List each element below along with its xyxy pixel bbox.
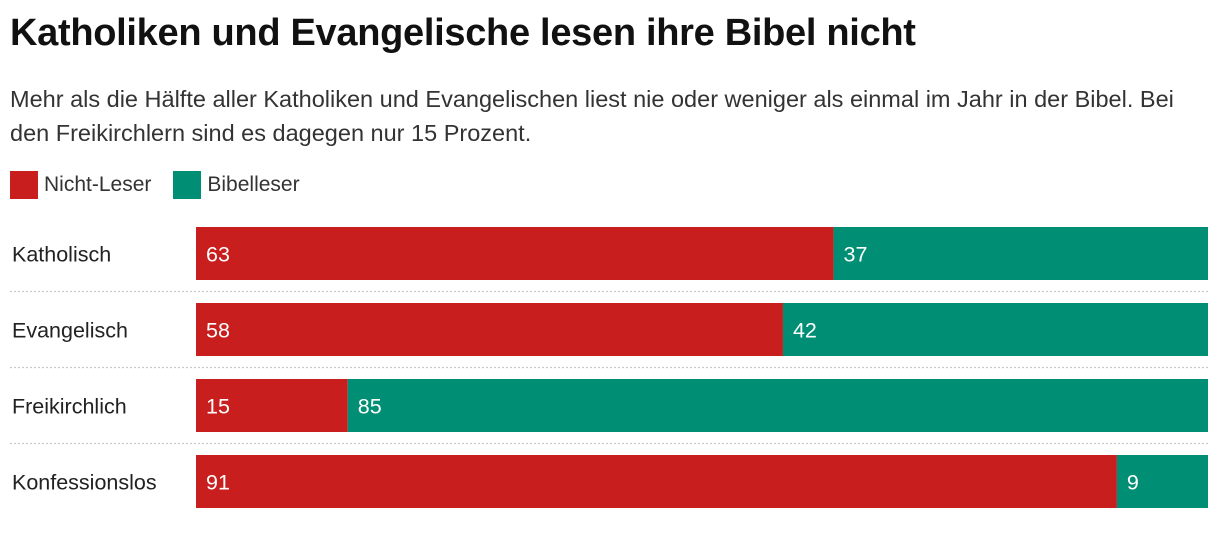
legend-swatch-nicht-leser: [10, 171, 38, 199]
category-label-freikirchlich: Freikirchlich: [12, 395, 127, 419]
category-label-konfessionslos: Konfessionslos: [12, 471, 157, 495]
legend: Nicht-Leser Bibelleser: [10, 171, 322, 199]
bar-bibelleser-freikirchlich: [347, 379, 1208, 432]
value-label-bibelleser-evangelisch: 42: [793, 319, 817, 343]
legend-swatch-bibelleser: [173, 171, 202, 199]
value-label-nicht-leser-konfessionslos: 91: [206, 471, 230, 495]
value-label-bibelleser-freikirchlich: 85: [358, 395, 382, 419]
value-label-bibelleser-katholisch: 37: [844, 243, 868, 267]
value-label-nicht-leser-evangelisch: 58: [206, 319, 230, 343]
legend-label-nicht-leser: Nicht-Leser: [44, 173, 152, 196]
legend-item-nicht-leser: Nicht-Leser: [10, 171, 151, 199]
value-label-nicht-leser-freikirchlich: 15: [206, 395, 230, 419]
category-label-evangelisch: Evangelisch: [12, 319, 128, 343]
chart-title: Katholiken und Evangelische lesen ihre B…: [10, 12, 916, 54]
value-label-bibelleser-konfessionslos: 9: [1127, 471, 1139, 495]
bar-bibelleser-katholisch: [833, 227, 1208, 280]
bar-bibelleser-konfessionslos: [1116, 455, 1208, 508]
bar-nicht-leser-katholisch: [196, 227, 834, 280]
value-label-nicht-leser-katholisch: 63: [206, 243, 230, 267]
legend-label-bibelleser: Bibelleser: [207, 173, 300, 196]
bar-nicht-leser-konfessionslos: [196, 455, 1117, 508]
category-label-katholisch: Katholisch: [12, 243, 111, 267]
bar-nicht-leser-freikirchlich: [196, 379, 348, 432]
chart-subtitle: Mehr als die Hälfte aller Katholiken und…: [10, 86, 1174, 146]
legend-item-bibelleser: Bibelleser: [173, 171, 300, 199]
bar-nicht-leser-evangelisch: [196, 303, 783, 356]
bar-bibelleser-evangelisch: [782, 303, 1208, 356]
